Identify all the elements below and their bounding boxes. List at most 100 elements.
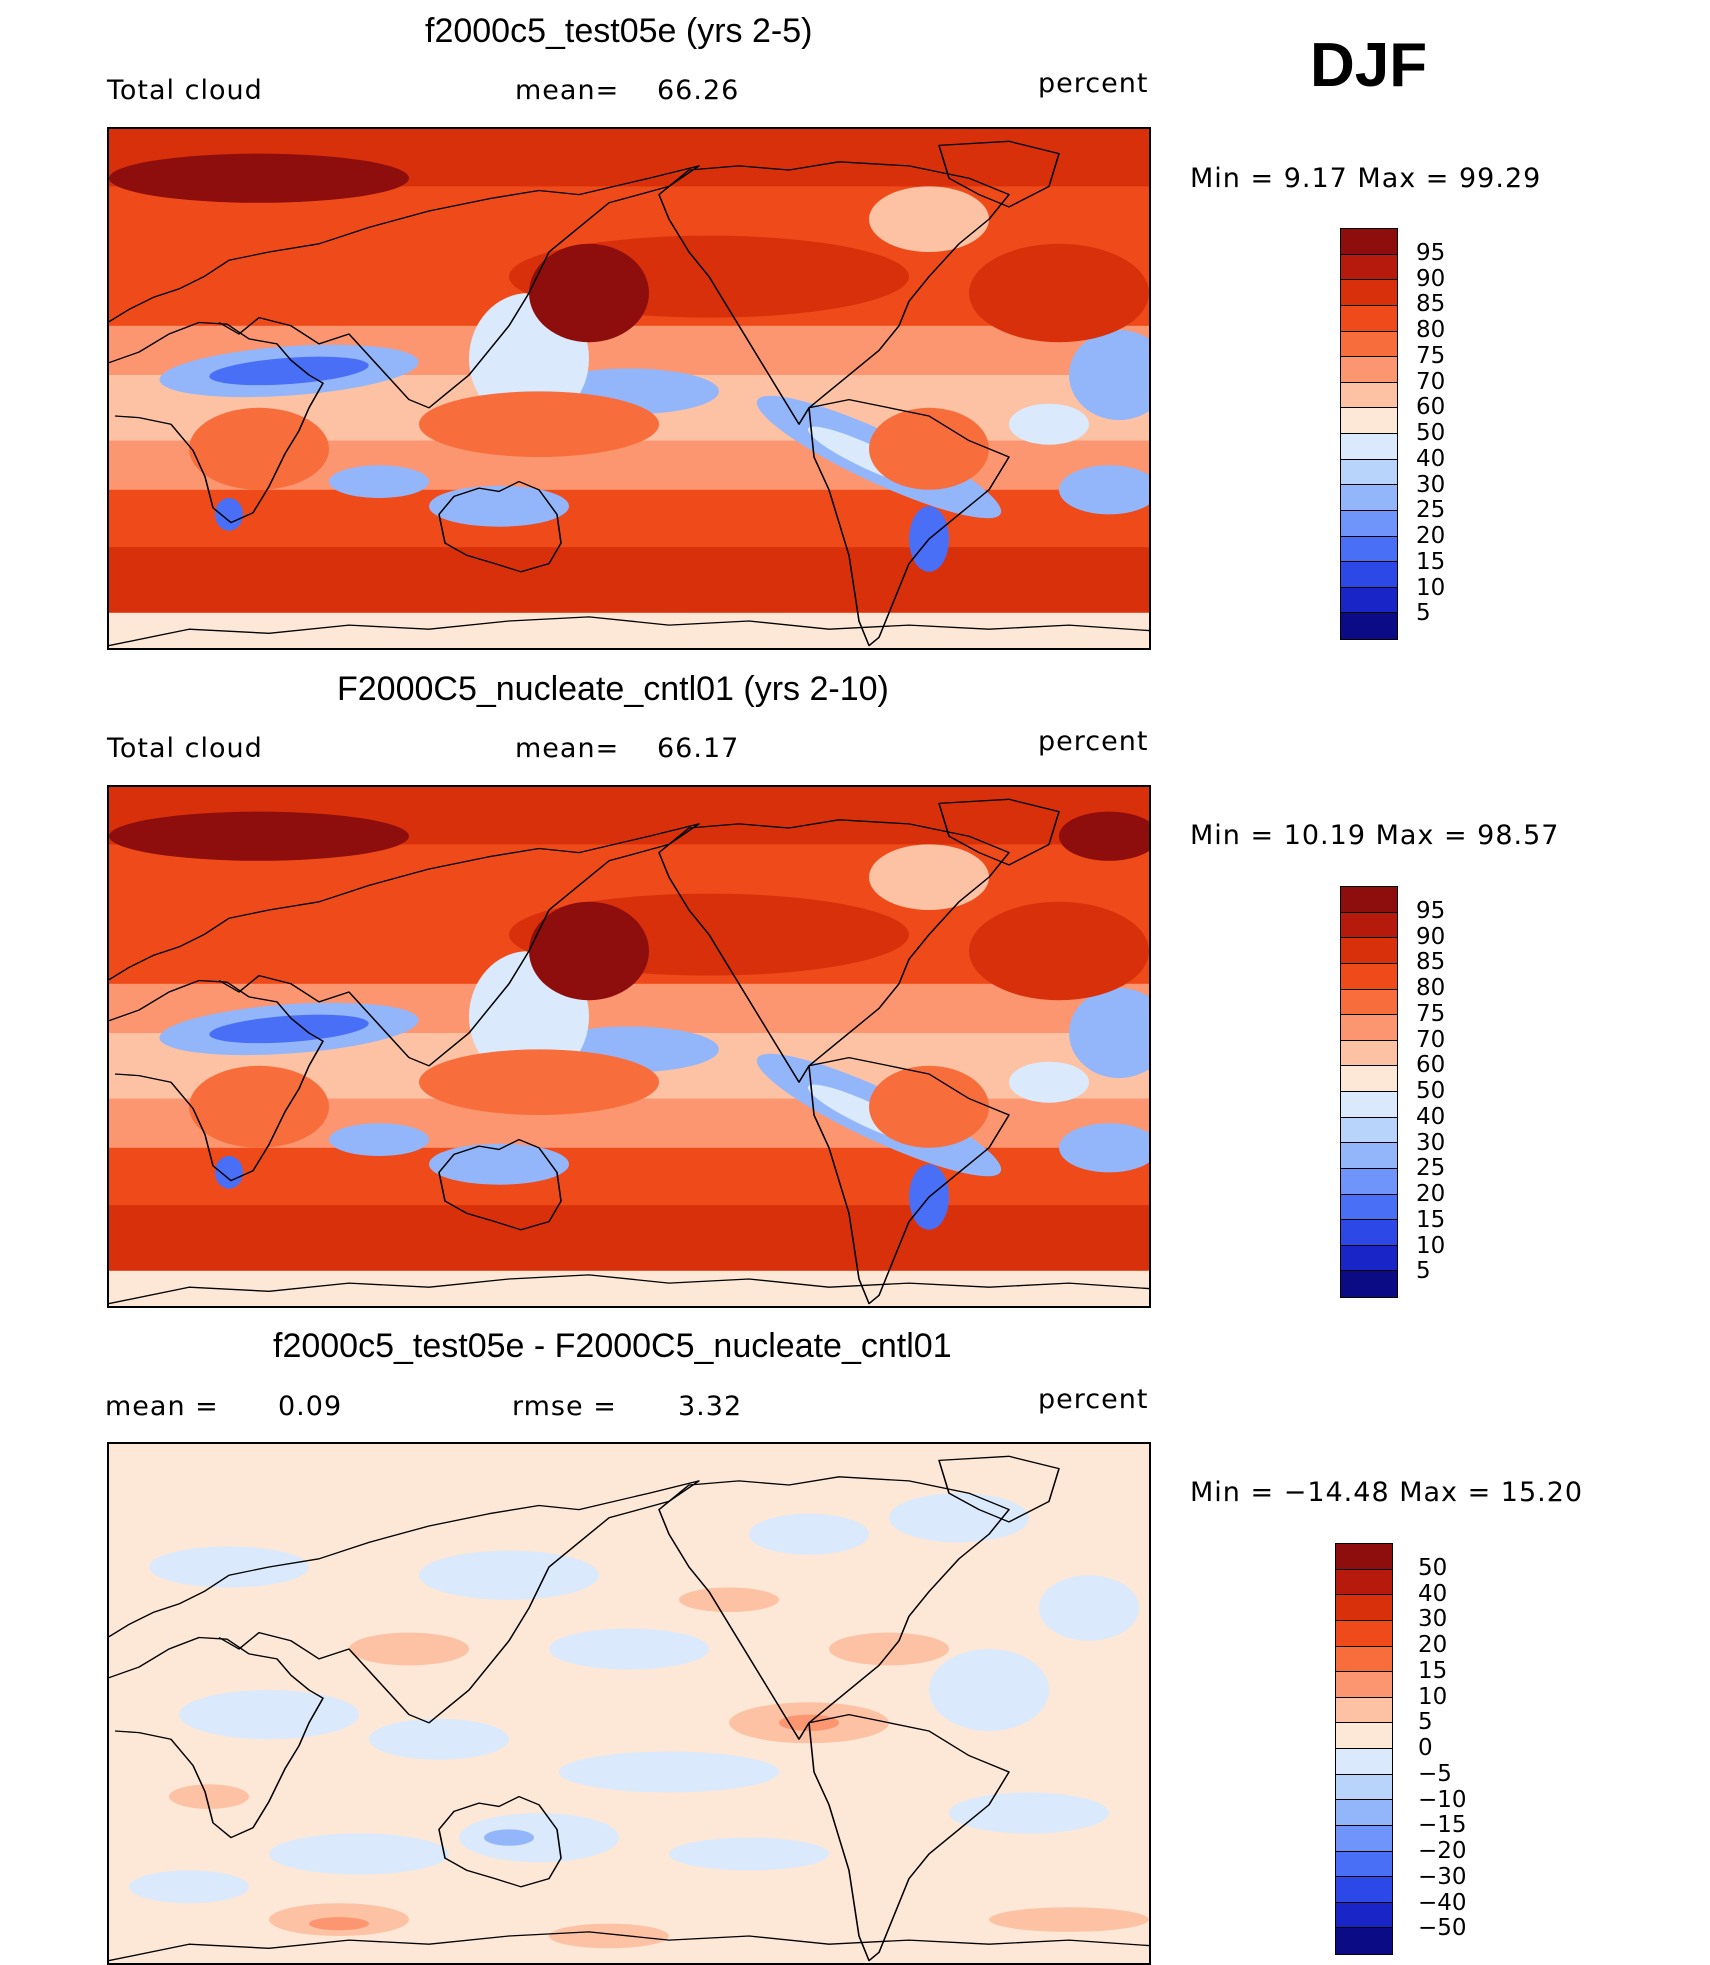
southern-ocean-band <box>109 547 1149 613</box>
amazon-cloud <box>869 407 989 490</box>
colorbar-swatch <box>1341 1117 1397 1144</box>
colorbar-swatch <box>1341 1271 1397 1297</box>
africa-coastline <box>109 979 324 1182</box>
colorbar-swatch <box>1341 382 1397 409</box>
colorbar-swatch <box>1341 1015 1397 1041</box>
rmse-value: 3.32 <box>678 1391 743 1422</box>
south-atlantic-clear-region <box>1059 1123 1149 1173</box>
hudson-bay-region <box>869 186 989 252</box>
variable-label: Total cloud <box>107 733 263 764</box>
colorbar-swatch <box>1341 459 1397 486</box>
colorbar-tick-label: 50 <box>1416 420 1446 446</box>
colorbar-swatch <box>1341 1143 1397 1169</box>
colorbar-tick-label: 30 <box>1416 471 1446 498</box>
colorbar-tick-label: 60 <box>1416 1052 1446 1079</box>
mean-value: 66.17 <box>657 733 740 764</box>
north-america-coastline <box>658 161 1010 425</box>
cloud-field-map <box>109 787 1149 1306</box>
amazon-cloud <box>869 1065 989 1148</box>
colorbar-tick-label: −50 <box>1418 1915 1467 1942</box>
colorbar-tick-label: −40 <box>1418 1889 1467 1916</box>
colorbar-tick-label: 0 <box>1418 1735 1433 1761</box>
australia-clear-region <box>429 485 569 527</box>
colorbar-tick-label: 25 <box>1416 497 1446 524</box>
colorbar-tick-label: 75 <box>1416 1000 1446 1027</box>
colorbar-swatch <box>1341 963 1397 990</box>
south-america-coastline <box>808 1056 1010 1305</box>
map-panel-middle <box>107 785 1151 1308</box>
colorbar-tick-label: −15 <box>1418 1812 1467 1839</box>
greenland-coastline <box>938 140 1060 208</box>
antarctica-coastline <box>109 616 1149 647</box>
negative-anomaly <box>929 1649 1049 1731</box>
colorbar-tick-label: 40 <box>1416 445 1446 472</box>
atlantic-trade-region <box>1009 1061 1089 1103</box>
colorbar-swatch <box>1336 1595 1392 1621</box>
colorbar-tick-label: −20 <box>1418 1838 1467 1864</box>
colorbar-top <box>1340 228 1398 640</box>
colorbar-tick-label: 30 <box>1418 1606 1448 1633</box>
colorbar-tick-label: 40 <box>1416 1103 1446 1130</box>
colorbar-swatch <box>1341 331 1397 358</box>
colorbar-swatch <box>1341 1168 1397 1195</box>
colorbar-swatch <box>1341 254 1397 281</box>
colorbar-tick-label: 10 <box>1416 1232 1446 1259</box>
colorbar-tick-label: 5 <box>1416 600 1431 627</box>
mean-value: 66.26 <box>657 75 740 106</box>
colorbar-swatch <box>1336 1723 1392 1749</box>
eurasia-coastline <box>109 823 700 1067</box>
colorbar-tick-label: 60 <box>1416 394 1446 421</box>
min-max-readout: Min = −14.48 Max = 15.20 <box>1190 1477 1584 1508</box>
colorbar-swatch <box>1341 305 1397 332</box>
colorbar-tick-label: 95 <box>1416 239 1446 266</box>
colorbar-swatch <box>1336 1646 1392 1673</box>
negative-anomaly-core <box>484 1829 534 1846</box>
north-america-coastline <box>658 819 1010 1083</box>
kuroshio-cloud <box>529 901 649 1001</box>
greenland-coastline <box>938 1455 1060 1523</box>
south-america-coastline <box>808 1713 1010 1962</box>
colorbar-tick-label: 50 <box>1416 1078 1446 1104</box>
variable-label: Total cloud <box>107 75 263 106</box>
central-africa-cloud <box>189 1065 329 1148</box>
panel-title: f2000c5_test05e (yrs 2-5) <box>425 12 813 50</box>
colorbar-swatch <box>1341 887 1397 913</box>
positive-anomaly <box>679 1587 779 1613</box>
min-max-readout: Min = 9.17 Max = 99.29 <box>1190 163 1542 194</box>
australia-coastline <box>438 1138 562 1231</box>
indian-ocean-clear-region <box>329 1123 429 1156</box>
colorbar-tick-label: 5 <box>1416 1258 1431 1285</box>
colorbar-swatch <box>1336 1877 1392 1903</box>
colorbar-swatch <box>1341 1092 1397 1118</box>
colorbar-swatch <box>1341 1194 1397 1221</box>
colorbar-tick-label: 70 <box>1416 1026 1446 1053</box>
namibia-clear-region <box>215 498 243 531</box>
arctic-cloud-core <box>109 811 409 861</box>
colorbar-swatch <box>1336 1697 1392 1724</box>
negative-anomaly <box>269 1833 449 1875</box>
panel-title: f2000c5_test05e - F2000C5_nucleate_cntl0… <box>273 1327 952 1365</box>
mean-value: 0.09 <box>278 1391 343 1422</box>
kuroshio-cloud <box>529 243 649 343</box>
atlantic-trade-region <box>1009 403 1089 445</box>
panel-title: F2000C5_nucleate_cntl01 (yrs 2-10) <box>337 670 889 708</box>
colorbar-swatch <box>1341 1220 1397 1246</box>
colorbar-swatch <box>1336 1569 1392 1596</box>
colorbar-swatch <box>1336 1800 1392 1826</box>
negative-anomaly <box>419 1550 599 1600</box>
sahara-core <box>209 356 369 386</box>
colorbar-tick-label: 10 <box>1418 1683 1448 1710</box>
units-label: percent <box>1038 1384 1149 1415</box>
colorbar-swatch <box>1341 1066 1397 1092</box>
colorbar-tick-label: 25 <box>1416 1155 1446 1182</box>
arctic-atlantic-core <box>1059 811 1149 861</box>
colorbar-tick-label: 80 <box>1416 317 1446 343</box>
colorbar-tick-label: −30 <box>1418 1863 1467 1890</box>
colorbar-swatch <box>1341 510 1397 537</box>
antarctica-coastline <box>109 1931 1149 1962</box>
negative-anomaly <box>149 1546 309 1588</box>
positive-anomaly <box>169 1784 249 1809</box>
australia-coastline <box>438 480 562 573</box>
rmse-label: rmse = <box>512 1391 617 1422</box>
colorbar-swatch <box>1341 485 1397 511</box>
